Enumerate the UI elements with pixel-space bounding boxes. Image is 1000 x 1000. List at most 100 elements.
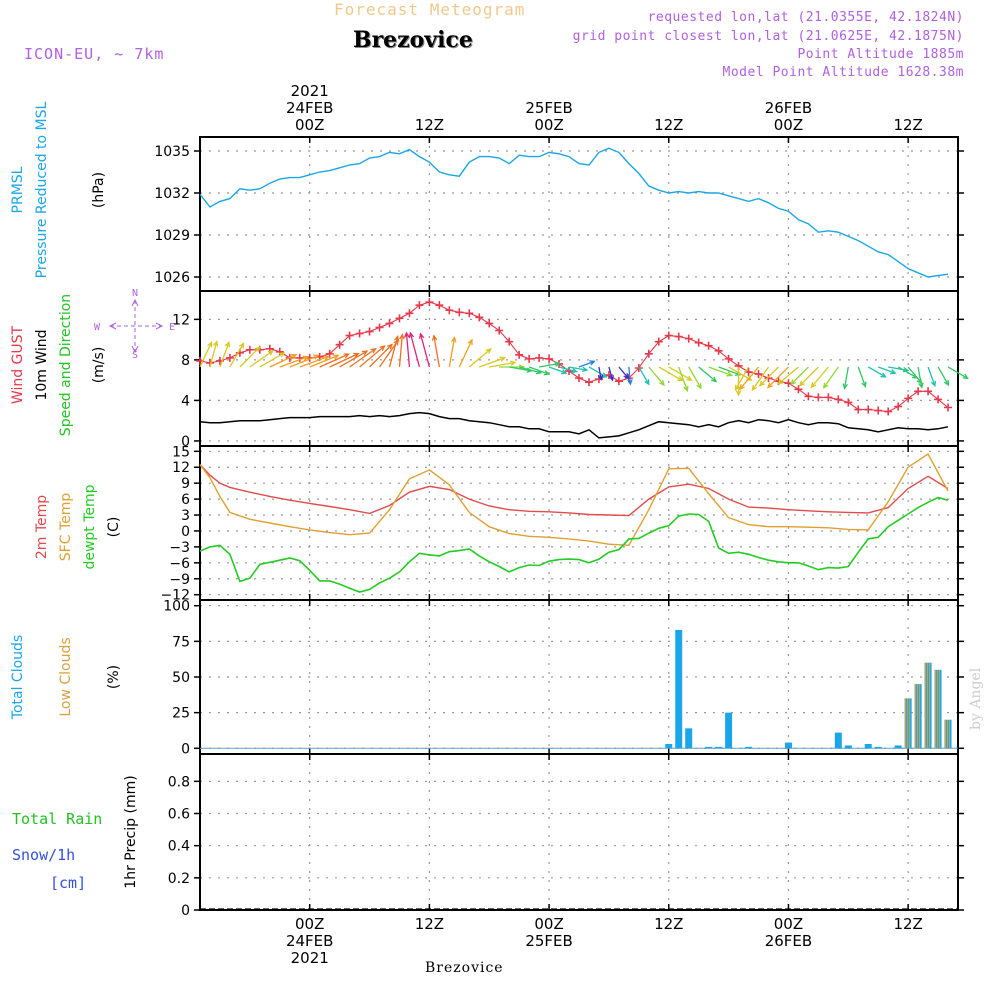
y-tick-label: 1032 [154, 186, 190, 202]
gust-marker [515, 350, 524, 359]
wind-arrow [734, 366, 750, 390]
gust-marker [664, 331, 673, 340]
wind-arrow [568, 366, 587, 371]
wind-arrow-head [313, 354, 320, 360]
y-tick-label: 75 [172, 634, 190, 650]
wind-arrow [897, 366, 918, 379]
wind-arrow [458, 339, 473, 368]
wind-arrow [349, 348, 376, 368]
gust-marker [365, 327, 374, 336]
y-tick-label: 12 [172, 460, 190, 476]
bottom-time-label: 2021 [291, 949, 329, 967]
wind-arrow [811, 366, 829, 388]
wind-arrow-head [726, 371, 733, 377]
total-cloud-bar [894, 745, 902, 749]
wind-direction-arrows [199, 331, 969, 397]
top-time-label: 2021 [291, 82, 329, 100]
wind-arrow [628, 366, 632, 385]
wind-arrow [319, 353, 349, 368]
gust-marker [854, 405, 863, 414]
wind-arrow-head [343, 353, 350, 359]
wind-arrow [698, 366, 717, 383]
wind-arrow [359, 345, 385, 368]
gust-marker [704, 341, 713, 350]
forecast-title: Forecast Meteogram [334, 0, 526, 19]
wind-arrow [239, 346, 261, 368]
wind-arrow-head [581, 366, 589, 373]
wind-arrow-head [451, 336, 457, 343]
top-time-label: 12Z [654, 116, 683, 134]
low-cloud-bar [915, 684, 917, 749]
gust-series [196, 298, 953, 416]
panel-grid-4 [200, 754, 958, 911]
bottom-time-label: 12Z [415, 915, 444, 933]
low-cloud-bar [945, 719, 947, 749]
gust-marker [435, 301, 444, 310]
total-cloud-bar [715, 746, 723, 749]
y-tick-label: 0.2 [168, 871, 190, 887]
wind-arrow-head [224, 340, 231, 348]
wind-arrow-head [735, 390, 742, 397]
y-tick-label: 0.8 [168, 774, 190, 790]
wind-arrow [708, 366, 732, 376]
wind-arrow [309, 354, 339, 368]
wind-arrow-head [302, 355, 310, 361]
gust-marker [814, 393, 823, 402]
gust-marker [794, 385, 803, 394]
low-cloud-bar [917, 684, 919, 749]
top-time-label: 26FEB [765, 99, 812, 117]
wind-arrow [907, 366, 922, 384]
wind-arrow-head [267, 350, 275, 356]
wind-arrow-head [589, 360, 596, 366]
top-time-label: 00Z [295, 116, 324, 134]
y-tick-label: 8 [181, 353, 190, 369]
wind-arrow [479, 357, 505, 368]
gust-marker [415, 301, 424, 310]
wind-arrow [259, 352, 285, 368]
wind-arrow-head [543, 370, 551, 376]
compass-rose: N S W E [94, 288, 175, 361]
wind-arrow [219, 342, 230, 368]
total-cloud-bar [685, 728, 693, 749]
gust-marker [225, 353, 234, 362]
bottom-time-label: 00Z [295, 915, 324, 933]
requested-coords: requested lon,lat (21.0355E, 42.1824N) [647, 10, 964, 25]
gust-marker [824, 393, 833, 402]
wind-arrow [638, 366, 650, 385]
precip-legend: Total Rain Snow/1h [cm] [12, 810, 102, 892]
wind-arrow [823, 366, 839, 389]
y-axis-0: 1026 1029 1032 1035 [154, 144, 964, 286]
cloud-bars [200, 629, 958, 749]
y-tick-label: 12 [172, 312, 190, 328]
wind-arrow [668, 366, 692, 381]
temp-2m-line [199, 464, 949, 517]
wind-arrow [658, 366, 683, 382]
gust-marker [485, 319, 494, 328]
wind-arrow [648, 366, 665, 386]
gust-marker [654, 337, 663, 346]
gust-marker [475, 313, 484, 322]
top-time-label: 12Z [893, 116, 922, 134]
sfc-temp-line [199, 452, 949, 547]
gust-marker [325, 349, 334, 358]
wind-arrow [468, 348, 492, 368]
wind-arrow-head [353, 352, 360, 358]
panel-label: (m/s) [91, 347, 107, 384]
wind-arrow [888, 366, 908, 372]
low-cloud-bar [909, 698, 911, 749]
wind-arrow [927, 366, 936, 386]
wind-arrow [867, 366, 886, 378]
bottom-time-label: 26FEB [765, 932, 812, 950]
bottom-time-label: 12Z [893, 915, 922, 933]
panel-label: Low Clouds [58, 637, 74, 716]
wind-arrow-head [686, 375, 693, 381]
gust-marker [944, 403, 953, 412]
y-tick-label: 100 [163, 599, 190, 615]
gust-marker [395, 314, 404, 323]
wind-arrow [518, 366, 542, 374]
x-ticks-2 [308, 446, 909, 600]
wind-arrow-head [861, 381, 867, 388]
